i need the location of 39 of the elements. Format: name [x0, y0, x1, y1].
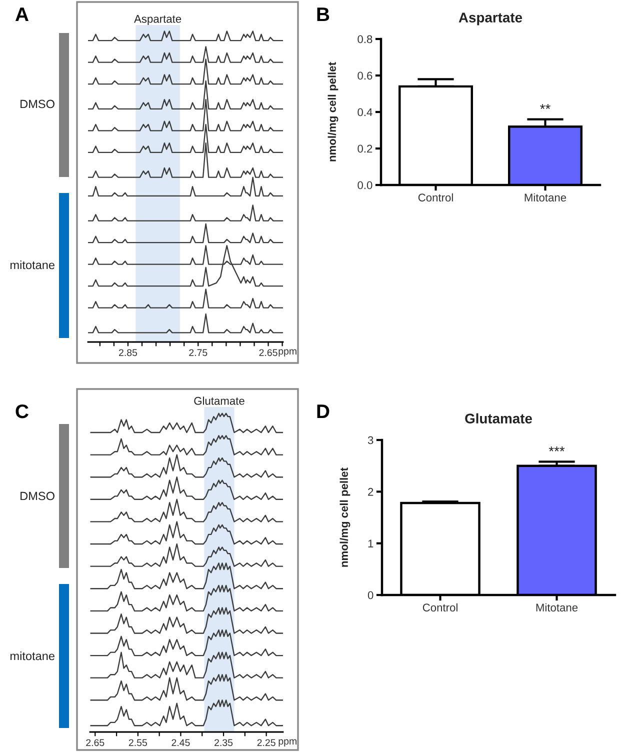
y-axis-title: nmol/mg cell pellet	[328, 62, 338, 162]
text: DMSO	[20, 492, 54, 500]
band-label: Glutamate	[194, 396, 244, 405]
x-tick-label: 2.25	[257, 739, 276, 746]
y-tick-label: 0.0	[358, 181, 372, 190]
text: A	[15, 8, 29, 22]
y-tick-label: 3	[368, 436, 374, 444]
x-axis-title: ppm	[278, 349, 296, 357]
y-tick-label: 1	[368, 540, 374, 548]
x-tick-label: 2.65	[259, 349, 278, 356]
x-tick-label: Mitotane	[536, 603, 578, 612]
band-label: Aspartate	[134, 15, 182, 25]
chart-title: Aspartate	[458, 12, 522, 26]
x-axis-title: ppm	[278, 739, 296, 747]
annotation: **	[540, 104, 550, 109]
y-tick-label: 0	[368, 591, 374, 600]
x-tick-label: 2.75	[189, 349, 208, 356]
x-tick-label: Control	[418, 193, 453, 202]
annotation: ***	[548, 446, 565, 452]
x-tick-label: 2.85	[119, 349, 138, 356]
text: mitotane	[10, 651, 54, 660]
x-tick-label: 2.55	[128, 739, 147, 746]
y-axis-title: nmol/mg cell pellet	[340, 468, 350, 567]
y-tick-label: 0.2	[358, 144, 372, 153]
y-tick-label: 0.4	[358, 108, 372, 116]
text: DMSO	[20, 100, 54, 108]
y-tick-label: 0.6	[358, 72, 372, 80]
chart-title: Glutamate	[465, 413, 532, 424]
x-tick-label: Mitotane	[524, 193, 566, 202]
text: D	[317, 404, 330, 418]
x-tick-label: 2.45	[172, 739, 190, 746]
y-tick-label: 0.8	[358, 35, 372, 44]
x-tick-label: 2.35	[214, 739, 233, 746]
text: mitotane	[10, 260, 54, 270]
text: B	[317, 8, 330, 22]
x-tick-label: Control	[422, 603, 458, 612]
y-tick-label: 2	[368, 488, 374, 496]
text: C	[16, 404, 28, 418]
x-tick-label: 2.65	[86, 739, 104, 746]
